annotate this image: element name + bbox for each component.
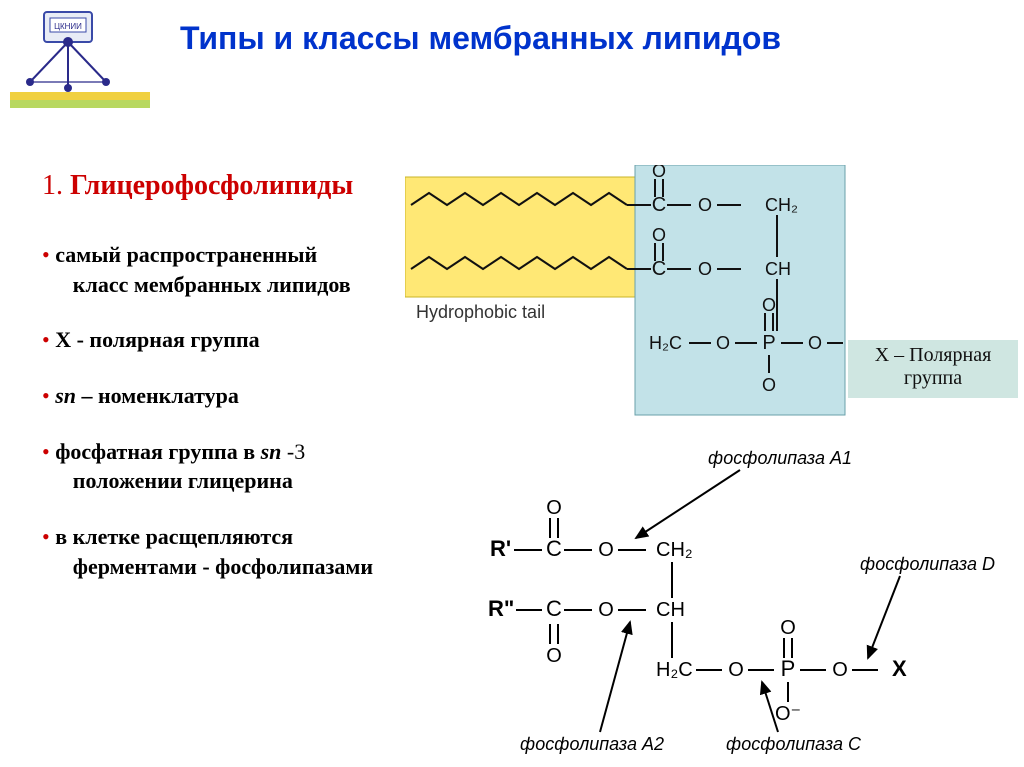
bullet-list: • самый распространенный класс мембранны… [42, 240, 402, 608]
section-heading: 1. Глицерофосфолипиды [42, 170, 353, 202]
svg-text:O: O [652, 225, 666, 245]
svg-text:C: C [546, 596, 562, 621]
bullet-5: • в клетке расщепляются ферментами - фос… [42, 522, 402, 581]
svg-text:O: O [598, 539, 614, 561]
svg-text:O: O [716, 333, 730, 353]
hydrophobic-tail-caption: Hydrophobic tail [416, 302, 545, 323]
bullet-2: • X - полярная группа [42, 325, 402, 355]
svg-text:CH₂: CH₂ [765, 195, 798, 215]
svg-text:CH: CH [656, 599, 685, 621]
svg-text:H₂C: H₂C [656, 659, 693, 681]
bullet-4: • фосфатная группа в sn -3 положении гли… [42, 437, 402, 496]
phospholipase-diagram: R' C O O CH₂ R" C O O CH H₂C O P O O⁻ O … [460, 440, 1020, 765]
svg-text:O: O [698, 259, 712, 279]
label-d: фосфолипаза D [860, 554, 995, 574]
svg-text:O: O [762, 375, 776, 395]
label-c: фосфолипаза C [726, 734, 862, 754]
svg-text:H₂C: H₂C [649, 333, 682, 353]
logo-text: ЦКНИИ [54, 22, 82, 31]
svg-text:O: O [780, 617, 796, 639]
svg-text:C: C [546, 536, 562, 561]
svg-text:P: P [781, 656, 796, 681]
svg-text:O: O [808, 333, 822, 353]
svg-text:X: X [892, 656, 907, 681]
svg-text:C: C [652, 194, 666, 216]
svg-text:O: O [652, 165, 666, 181]
bullet-3: • sn – номенклатура [42, 381, 402, 411]
page-title: Типы и классы мембранных липидов [180, 20, 980, 57]
polar-group-label: X – Полярнаягруппа [848, 340, 1018, 398]
label-a2: фосфолипаза А2 [520, 734, 664, 754]
svg-text:C: C [652, 258, 666, 280]
svg-text:O: O [832, 659, 848, 681]
institute-logo: ЦКНИИ [10, 10, 150, 115]
bullet-1: • самый распространенный класс мембранны… [42, 240, 402, 299]
svg-text:O: O [698, 195, 712, 215]
label-a1: фосфолипаза А1 [708, 448, 852, 468]
svg-text:O: O [598, 599, 614, 621]
svg-text:R": R" [488, 596, 514, 621]
svg-text:O: O [762, 295, 776, 315]
svg-text:R': R' [490, 536, 511, 561]
svg-text:CH₂: CH₂ [656, 539, 693, 561]
svg-text:O: O [728, 659, 744, 681]
svg-text:O: O [546, 497, 562, 519]
svg-text:O⁻: O⁻ [775, 703, 801, 725]
svg-text:O: O [546, 645, 562, 667]
svg-text:CH: CH [765, 259, 791, 279]
lipid-structure-diagram: C O O CH₂ C O O CH H₂C O P O O O [405, 165, 865, 430]
svg-text:P: P [762, 332, 775, 354]
